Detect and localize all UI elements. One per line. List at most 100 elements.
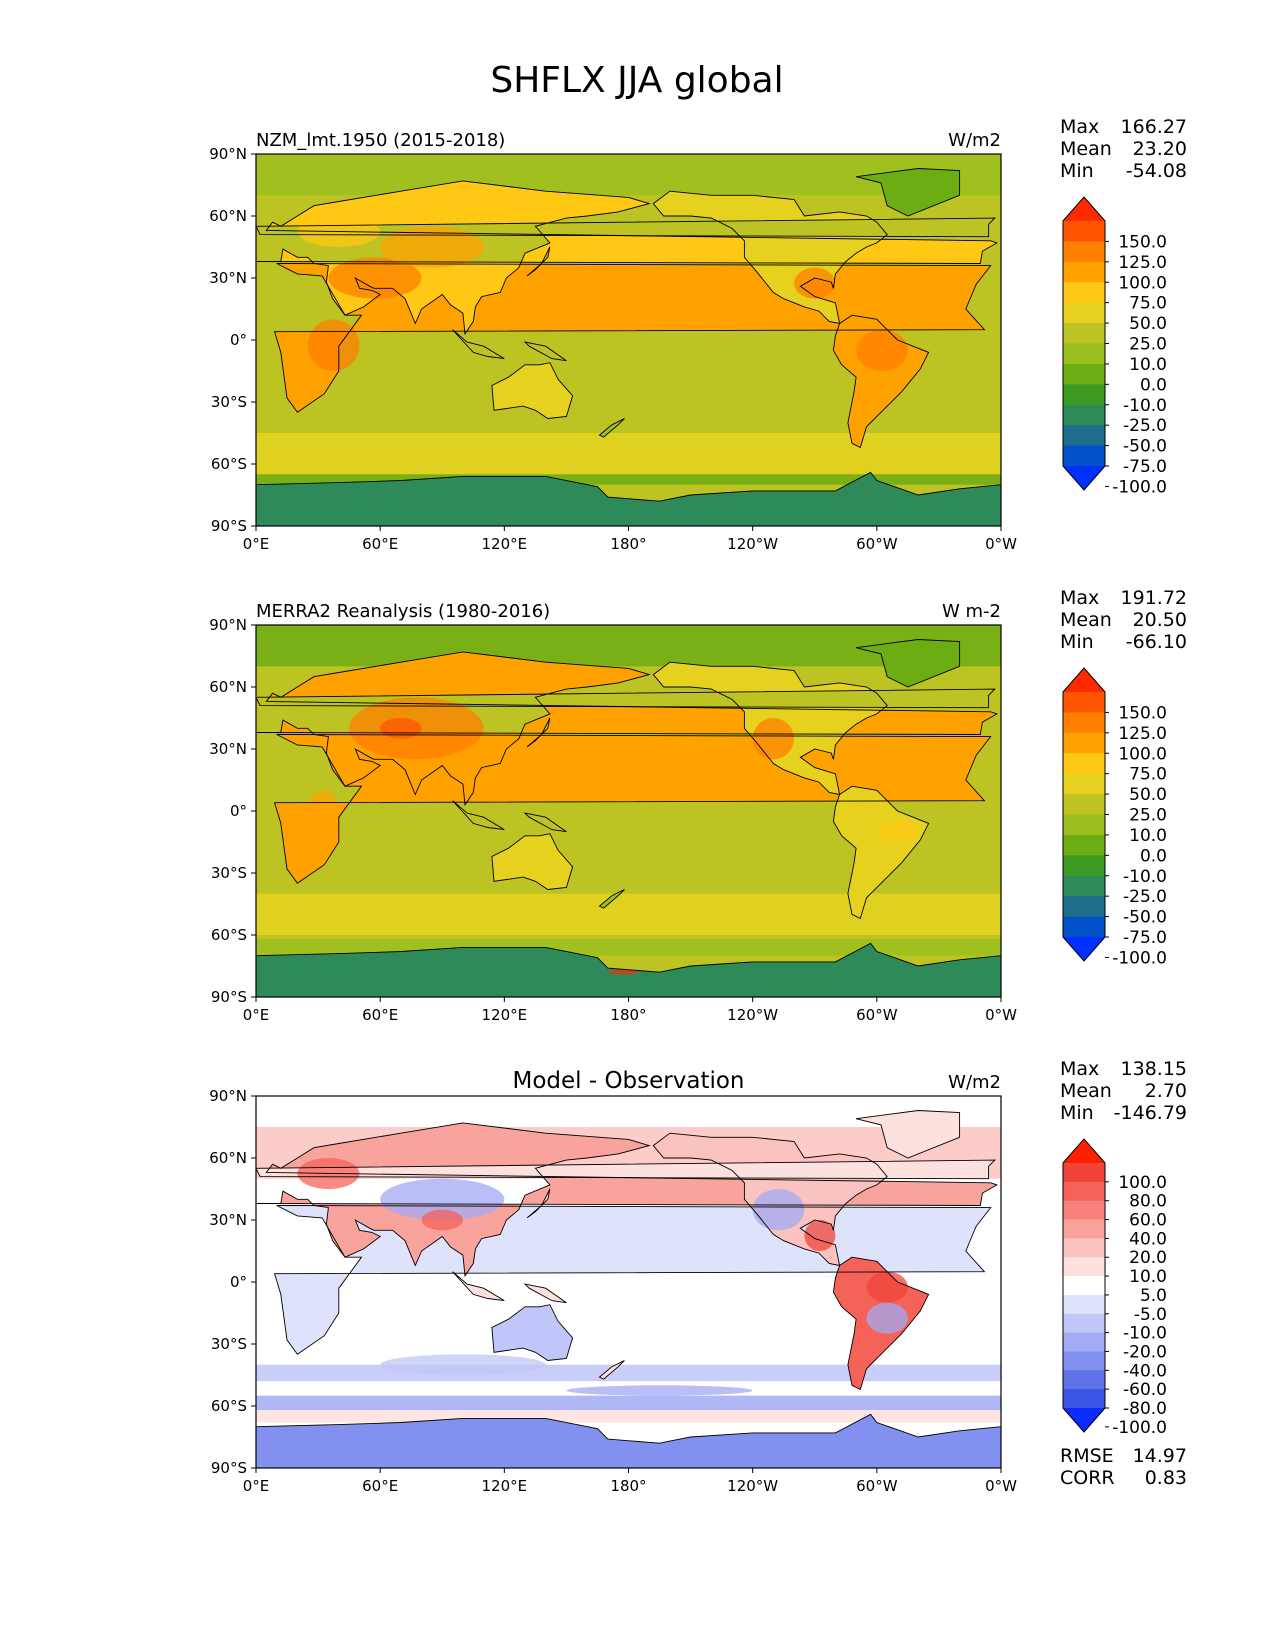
- colorbar-segment: [1063, 343, 1105, 365]
- colorbar-segment: [1063, 916, 1105, 938]
- land-region: [856, 1110, 960, 1158]
- coastline: [256, 1413, 1001, 1468]
- colorbar-tick-label: 25.0: [1129, 806, 1167, 826]
- stat-min: -66.10: [1125, 631, 1187, 653]
- map-field: [256, 154, 1001, 526]
- coastline: [452, 1271, 505, 1302]
- lat-tick-label: 90°S: [211, 988, 247, 1006]
- colorbar-tick-label: -50.0: [1123, 437, 1167, 457]
- stat-min-label: Min: [1060, 1102, 1094, 1124]
- map-panel-1: NZM_lmt.1950 (2015-2018) W/m2 90°N 60°N 30°N…: [209, 130, 1167, 553]
- coastline: [598, 418, 625, 438]
- colorbar-segment: [1063, 814, 1105, 836]
- colorbar-tick-label: 150.0: [1118, 703, 1167, 723]
- colorbar-tick-label: 10.0: [1129, 826, 1167, 846]
- lon-tick-label: 60°W: [856, 535, 898, 553]
- lon-tick-label: 60°E: [362, 1477, 398, 1495]
- lat-tick-label: 30°N: [209, 269, 247, 287]
- map-field: [256, 625, 1001, 997]
- lat-tick-label: 0°: [230, 331, 247, 349]
- land-region: [525, 342, 567, 361]
- colorbar-tick-label: -10.0: [1123, 396, 1167, 416]
- coastline: [452, 329, 505, 360]
- ocean-band: [256, 1410, 1001, 1423]
- colorbar-extend-min: [1063, 1408, 1105, 1432]
- coastline: [256, 1159, 996, 1180]
- lon-tick-label: 60°E: [362, 535, 398, 553]
- stat-mean: 23.20: [1132, 138, 1187, 160]
- coastline: [832, 314, 930, 449]
- coastline: [855, 639, 961, 688]
- coastline: [855, 168, 961, 217]
- colorbar-segment: [1063, 855, 1105, 877]
- lon-tick-label: 120°E: [482, 535, 528, 553]
- lon-tick-label: 0°W: [985, 535, 1017, 553]
- colorbar-tick-label: -20.0: [1123, 1342, 1167, 1362]
- field-anomaly: [866, 1302, 908, 1334]
- colorbar-segment: [1063, 221, 1105, 242]
- colorbar-tick-label: 10.0: [1129, 355, 1167, 375]
- colorbar-tick-label: -10.0: [1123, 1324, 1167, 1344]
- land-region: [599, 418, 625, 438]
- field-anomaly: [421, 1209, 463, 1231]
- coastline: [652, 1132, 888, 1267]
- lon-tick-label: 180°: [610, 535, 646, 553]
- coastline: [256, 688, 996, 709]
- lon-tick-label: 0°W: [985, 1477, 1017, 1495]
- stat-mean-label: Mean: [1060, 609, 1112, 631]
- lat-tick-label: 30°N: [209, 1211, 247, 1229]
- lon-tick-label: 180°: [610, 1006, 646, 1024]
- lon-tick-label: 0°E: [243, 1477, 270, 1495]
- colorbar-tick-label: 75.0: [1129, 294, 1167, 314]
- colorbar-tick-label: 40.0: [1129, 1229, 1167, 1249]
- field-anomaly: [794, 267, 836, 299]
- panel-3-stats: Max 138.15 Mean 2.70 Min -146.79: [1060, 1058, 1187, 1124]
- colorbar-extend-min: [1063, 937, 1105, 961]
- lon-tick-label: 120°E: [482, 1006, 528, 1024]
- stat-max: 138.15: [1120, 1058, 1187, 1080]
- colorbar-segment: [1063, 363, 1105, 385]
- stat-min: -146.79: [1113, 1102, 1187, 1124]
- colorbar-tick-label: 125.0: [1118, 253, 1167, 273]
- coastline: [598, 1360, 625, 1380]
- colorbar-segment: [1063, 1389, 1105, 1409]
- field-anomaly: [752, 1189, 805, 1231]
- colorbar-tick-label: -100.0: [1112, 1418, 1167, 1438]
- coastline: [491, 362, 574, 419]
- colorbar-tick-label: 100.0: [1118, 273, 1167, 293]
- coastline: [256, 1122, 998, 1278]
- colorbar-tick-label: -80.0: [1123, 1399, 1167, 1419]
- field-anomaly: [876, 821, 919, 843]
- lat-tick-label: 90°N: [209, 145, 247, 163]
- lon-tick-label: 60°E: [362, 1006, 398, 1024]
- colorbar-tick-label: -60.0: [1123, 1380, 1167, 1400]
- colorbar-tick-label: 10.0: [1129, 1267, 1167, 1287]
- lon-tick-label: 180°: [610, 1477, 646, 1495]
- colorbar-tick-label: -100.0: [1112, 477, 1167, 497]
- panel-1-stats: Max 166.27 Mean 23.20 Min -54.08: [1060, 116, 1187, 182]
- lat-tick-label: 90°N: [209, 616, 247, 634]
- colorbar-tick-label: 5.0: [1140, 1286, 1167, 1306]
- colorbar-segment: [1063, 384, 1105, 406]
- colorbar-segment: [1063, 1181, 1105, 1202]
- land-region: [599, 1360, 625, 1380]
- panel-title: Model - Observation: [512, 1068, 744, 1094]
- coastline: [491, 1304, 574, 1361]
- lat-tick-label: 0°: [230, 1273, 247, 1291]
- colorbar-tick-label: 0.0: [1140, 375, 1167, 395]
- colorbar-segment: [1063, 1276, 1105, 1296]
- colorbar-extend-min: [1063, 466, 1105, 490]
- land-region: [256, 1160, 995, 1179]
- lat-tick-label: 90°S: [211, 1459, 247, 1477]
- colorbar-tick-label: 80.0: [1129, 1192, 1167, 1212]
- coastline: [491, 833, 574, 890]
- coastline: [526, 246, 551, 277]
- field-anomaly: [380, 1178, 505, 1221]
- colorbar-tick-label: 20.0: [1129, 1248, 1167, 1268]
- coastline: [256, 942, 1001, 997]
- ocean-band: [256, 474, 1001, 485]
- units-label: W m-2: [942, 601, 1001, 622]
- colorbar-tick-label: 150.0: [1118, 232, 1167, 252]
- corr-label: CORR: [1060, 1467, 1115, 1489]
- land-region: [256, 1122, 997, 1276]
